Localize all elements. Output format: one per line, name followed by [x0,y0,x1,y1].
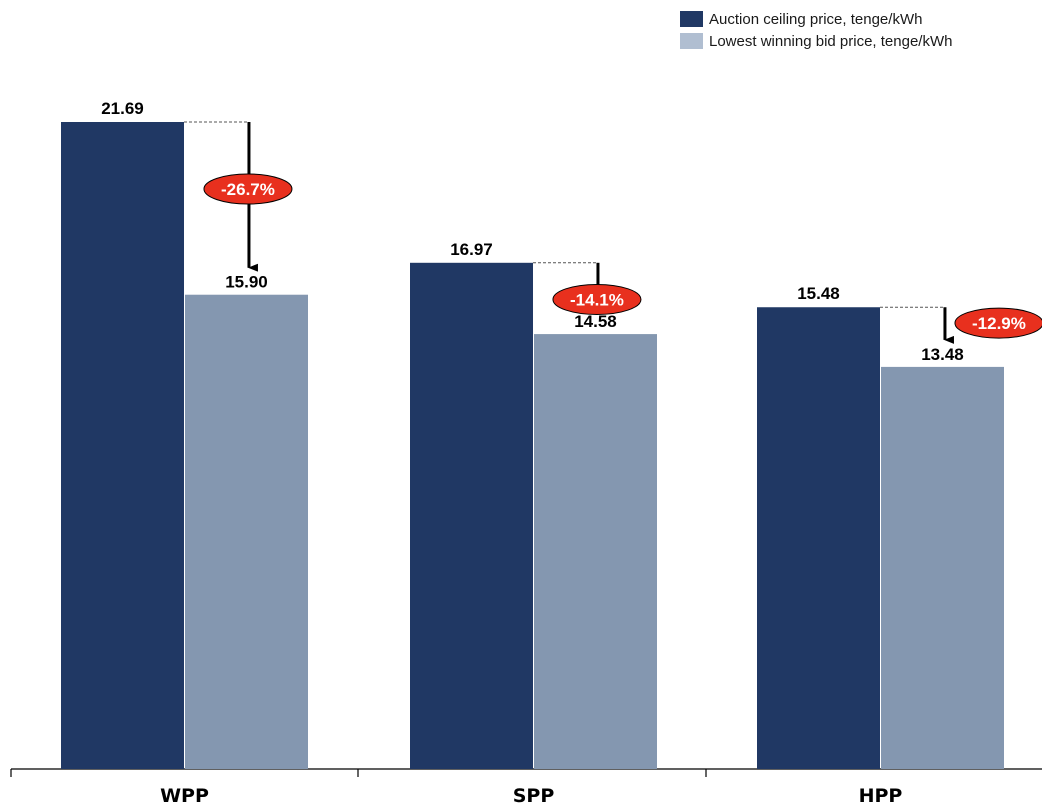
category-label-wpp: WPP [160,785,209,807]
bar-lowest-hpp [881,366,1004,769]
bar-label-ceiling-wpp: 21.69 [101,99,144,118]
change-badge-hpp [954,307,1042,339]
legend: Auction ceiling price, tenge/kWh Lowest … [680,8,952,52]
legend-label-ceiling: Auction ceiling price, tenge/kWh [709,10,923,28]
change-badge-spp [552,283,642,315]
legend-swatch-lowest [680,33,703,49]
bar-label-lowest-wpp: 15.90 [225,273,268,292]
legend-item-ceiling: Auction ceiling price, tenge/kWh [680,8,952,30]
change-badge-label-spp: -14.1% [570,290,624,309]
legend-label-lowest: Lowest winning bid price, tenge/kWh [709,32,953,50]
bar-label-lowest-spp: 14.58 [574,312,617,331]
bar-ceiling-spp [410,262,533,769]
bar-ceiling-hpp [757,307,880,769]
legend-item-lowest: Lowest winning bid price, tenge/kWh [680,30,952,52]
bar-lowest-wpp [185,294,308,769]
change-badge-label-wpp: -26.7% [221,180,275,199]
bar-ceiling-wpp [61,122,184,769]
bar-label-ceiling-spp: 16.97 [450,240,493,259]
change-badge-label-hpp: -12.9% [972,314,1026,333]
bar-lowest-spp [534,334,657,769]
legend-swatch-ceiling [680,11,703,27]
category-label-hpp: HPP [859,785,903,807]
bar-label-lowest-hpp: 13.48 [921,345,964,364]
bar-label-ceiling-hpp: 15.48 [797,284,840,303]
change-badge-wpp [203,173,293,205]
category-label-spp: SPP [513,785,555,807]
